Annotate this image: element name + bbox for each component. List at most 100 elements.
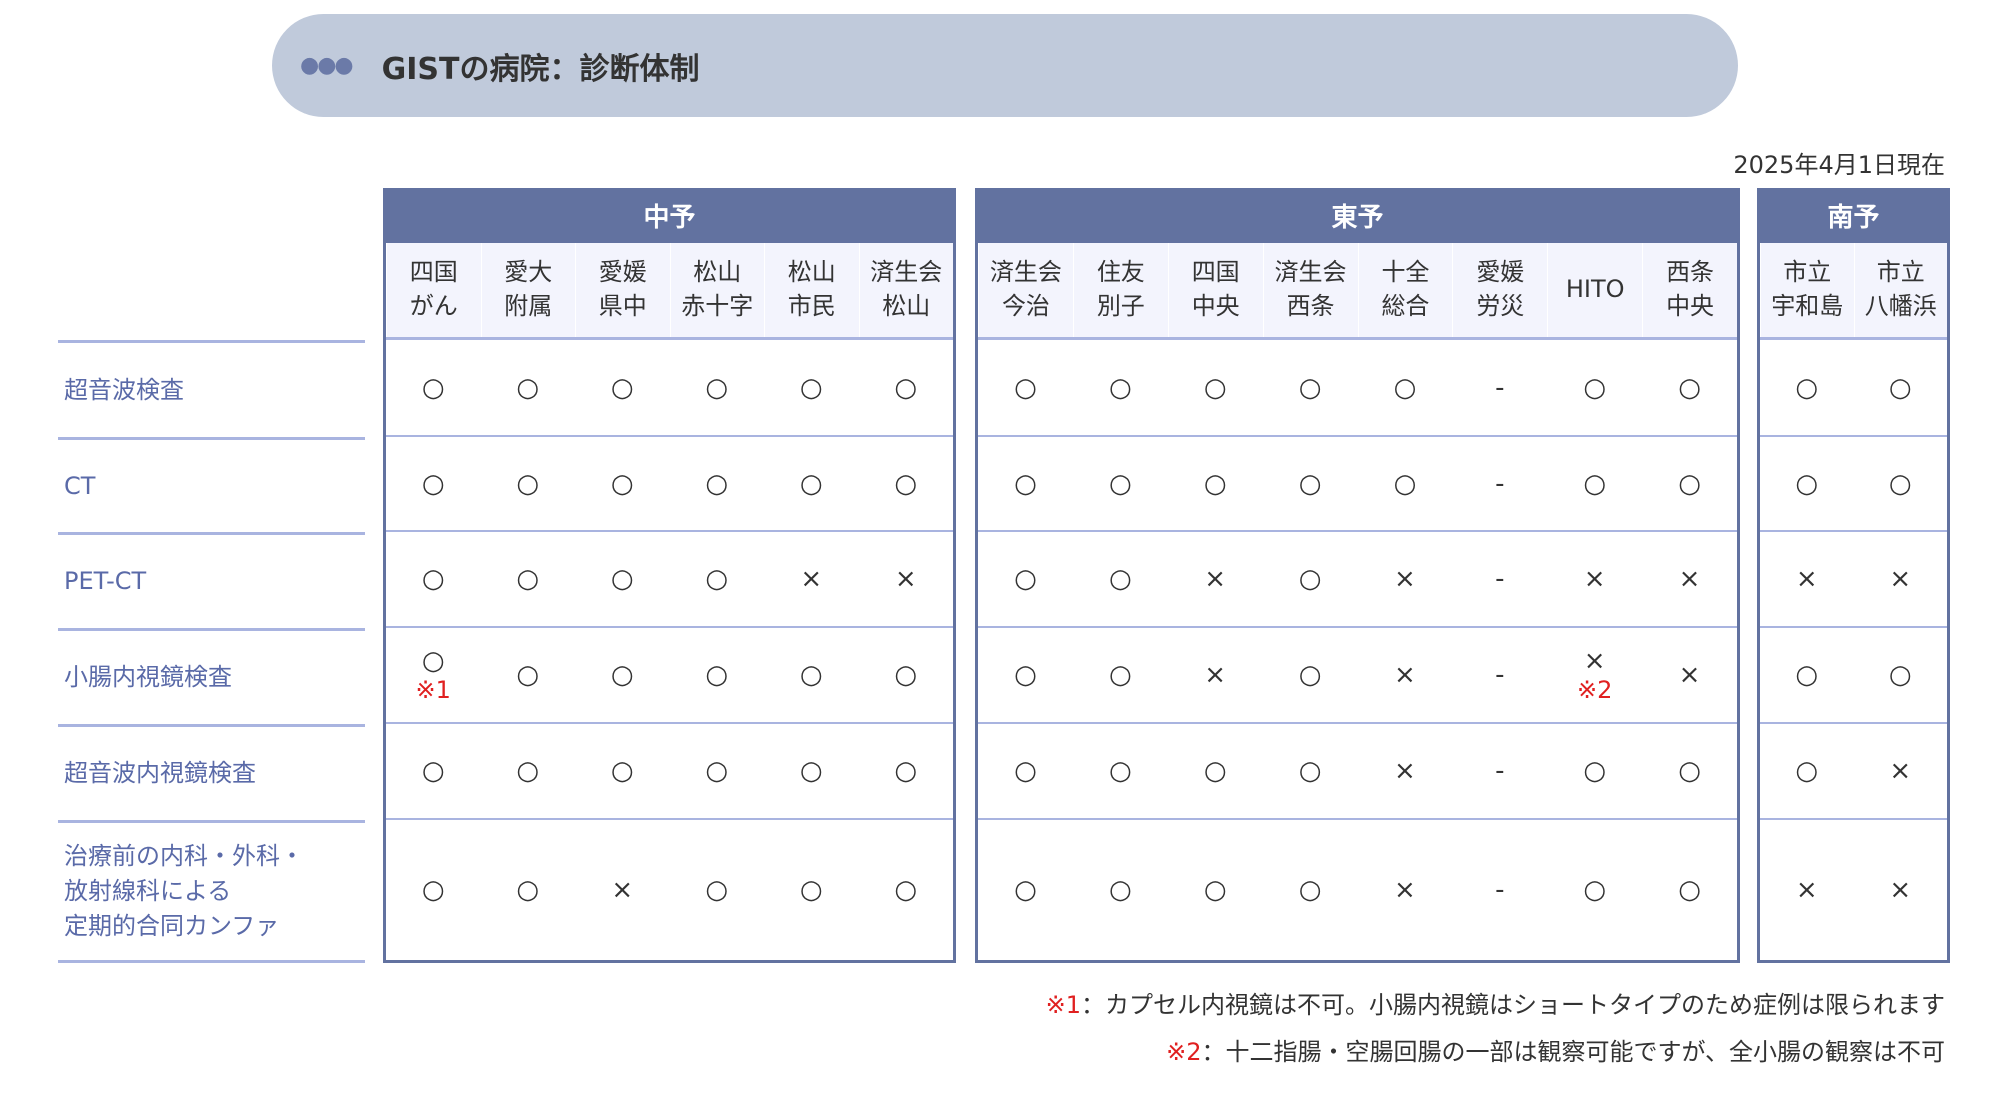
table-cell: ○: [764, 724, 859, 818]
table-cell: ○: [1168, 340, 1263, 435]
table-cell: ○: [1168, 724, 1263, 818]
availability-mark: ○: [1795, 756, 1819, 786]
region-table: 中予 四国 がん 愛大 附属 愛媛 県中 松山 赤十字 松山 市民 済生会 松山 ○ ○ ○ ○ ○ ○…: [383, 188, 956, 963]
table-cell: ○: [1073, 437, 1168, 530]
availability-mark: ○: [894, 468, 918, 499]
availability-mark: ○: [421, 646, 445, 676]
table-cell: ○: [1073, 340, 1168, 435]
table-cell: ○: [1760, 724, 1854, 818]
table-row: ○ ○ ○ ○ ○ - ○ ○: [978, 437, 1737, 532]
table-cell: ×: [1547, 532, 1642, 626]
row-labels: 超音波検査 CT PET-CT 小腸内視鏡検査 超音波内視鏡検査 治療前の内科・外科・ 放…: [58, 340, 365, 963]
table-cell: ○: [575, 437, 670, 530]
table-row: ○ ○ ○ ○ ○ ○: [386, 437, 953, 532]
availability-mark: ○: [1108, 756, 1132, 786]
row-label-text: CT: [64, 471, 96, 500]
table-cell: -: [1452, 340, 1547, 435]
availability-mark: ○: [610, 372, 634, 403]
availability-mark: ○: [1795, 468, 1819, 499]
availability-mark: ×: [1583, 564, 1606, 594]
table-cell: ○: [670, 437, 765, 530]
availability-mark: ○: [799, 875, 823, 905]
availability-mark: ×: [1795, 875, 1818, 905]
table-row: ○ ○ ○ ○ × ×: [386, 532, 953, 628]
availability-mark: ○: [1393, 468, 1417, 499]
availability-mark: ○: [1678, 372, 1701, 403]
table-cell: ○: [670, 724, 765, 818]
table-cell: ○ ※1: [386, 628, 481, 722]
hospital-header: 愛媛 県中: [575, 243, 670, 337]
table-cell: ×: [1854, 532, 1948, 626]
table-cell: ×: [1358, 820, 1453, 960]
table-cell: ○: [670, 628, 765, 722]
availability-mark: -: [1495, 875, 1505, 905]
availability-mark: ×: [1394, 756, 1416, 786]
availability-mark: ○: [1583, 372, 1607, 403]
table-cell: ○: [481, 820, 576, 960]
table-cell: ○: [1547, 340, 1642, 435]
availability-mark: ○: [894, 875, 918, 905]
availability-mark: ○: [516, 372, 540, 403]
availability-mark: ○: [610, 468, 634, 499]
table-cell: ×: [1642, 532, 1737, 626]
table-cell: ×: [1642, 628, 1737, 722]
availability-mark: ○: [516, 756, 540, 786]
availability-mark: ×: [1889, 564, 1912, 594]
row-label-text: 超音波検査: [64, 375, 184, 404]
hospital-header: 市立 宇和島: [1760, 243, 1854, 337]
availability-mark: ×: [1394, 564, 1416, 594]
table-cell: ○: [859, 820, 954, 960]
table-row: ○ ○ × ○ × - × ※2 ×: [978, 628, 1737, 724]
table-cell: ○: [1073, 628, 1168, 722]
availability-mark: ×: [1889, 756, 1912, 786]
table-row: ○ ×: [1760, 724, 1947, 820]
table-cell: ○: [1073, 820, 1168, 960]
availability-mark: ○: [421, 372, 445, 403]
region-header: 中予: [386, 188, 953, 243]
region-header: 東予: [978, 188, 1737, 243]
table-row: × ×: [1760, 820, 1947, 960]
hospital-header-row: 四国 がん 愛大 附属 愛媛 県中 松山 赤十字 松山 市民 済生会 松山: [386, 243, 953, 340]
availability-mark: ×: [1678, 564, 1701, 594]
table-cell: ○: [575, 628, 670, 722]
row-label-text: PET-CT: [64, 567, 147, 596]
table-cell: × ※2: [1547, 628, 1642, 722]
footnote-text: ：カプセル内視鏡は不可。小腸内視鏡はショートタイプのため症例は限られます: [1081, 991, 1945, 1019]
availability-mark: ○: [1014, 875, 1037, 905]
row-label: 小腸内視鏡検査: [58, 628, 365, 724]
table-cell: ○: [978, 820, 1073, 960]
availability-mark: ○: [1108, 875, 1132, 905]
table-row: ○ ○ × ○ × - × ×: [978, 532, 1737, 628]
ellipsis-icon: ●●●: [300, 53, 354, 78]
availability-mark: ○: [1014, 372, 1037, 403]
availability-mark: ○: [610, 660, 634, 690]
table-cell: ○: [1760, 628, 1854, 722]
table-row: ○ ○ ○ ○ ○ - ○ ○: [978, 340, 1737, 437]
availability-mark: -: [1495, 660, 1505, 690]
table-cell: ○: [978, 628, 1073, 722]
region-table: 南予 市立 宇和島 市立 八幡浜 ○ ○ ○ ○ × × ○ ○ ○ × × ×: [1757, 188, 1950, 963]
table-cell: ○: [1263, 820, 1358, 960]
table-cell: -: [1452, 628, 1547, 722]
table-cell: ○: [764, 437, 859, 530]
table-cell: ○: [1073, 532, 1168, 626]
availability-mark: ○: [1298, 875, 1322, 905]
availability-mark: ×: [1795, 564, 1818, 594]
table-cell: ○: [1263, 340, 1358, 435]
table-row: ○ ○: [1760, 628, 1947, 724]
table-cell: ○: [670, 820, 765, 960]
table-cell: ○: [978, 437, 1073, 530]
footnote-text: ：十二指腸・空腸回腸の一部は観察可能ですが、全小腸の観察は不可: [1201, 1038, 1945, 1066]
table-row: × ×: [1760, 532, 1947, 628]
availability-mark: ○: [516, 564, 540, 594]
table-cell: ○: [575, 724, 670, 818]
availability-mark: ○: [1108, 372, 1132, 403]
table-cell: ○: [481, 340, 576, 435]
availability-mark: ○: [1203, 756, 1227, 786]
table-cell: ○: [1168, 820, 1263, 960]
availability-mark: ×: [1394, 875, 1416, 905]
table-cell: ○: [1358, 437, 1453, 530]
availability-mark: ○: [1108, 564, 1132, 594]
availability-mark: ○: [1108, 660, 1132, 690]
table-row: ○ ○ ○ ○ ○ ○: [386, 724, 953, 820]
